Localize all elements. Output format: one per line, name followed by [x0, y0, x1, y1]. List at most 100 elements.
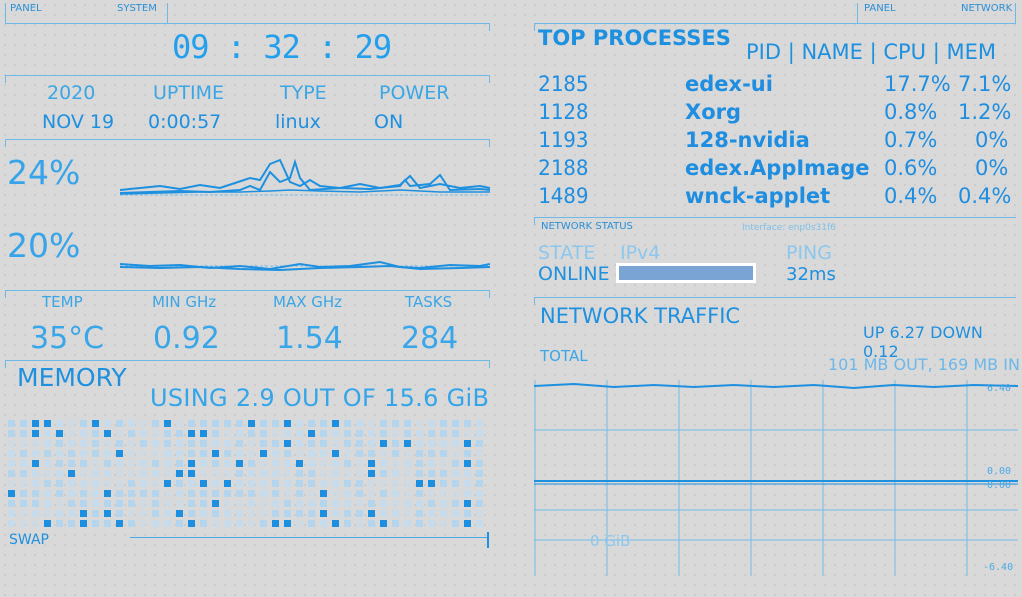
- memory-cell: [44, 480, 51, 487]
- info-divider: [5, 139, 490, 140]
- memory-cell: [296, 450, 303, 457]
- memory-cell: [452, 510, 459, 517]
- memory-cell: [428, 500, 435, 507]
- memory-cell: [380, 500, 387, 507]
- memory-cell: [416, 490, 423, 497]
- memory-cell: [68, 430, 75, 437]
- memory-cell: [248, 430, 255, 437]
- stat-tasks: 284: [401, 321, 458, 356]
- swap-bar: [130, 537, 488, 538]
- tab-network[interactable]: NETWORK: [961, 3, 1012, 14]
- memory-cell: [176, 500, 183, 507]
- memory-cell: [464, 460, 471, 467]
- memory-cell: [212, 490, 219, 497]
- memory-cell: [200, 480, 207, 487]
- memory-cell: [404, 490, 411, 497]
- memory-cell: [368, 510, 375, 517]
- memory-cell: [272, 470, 279, 477]
- interface-label: Interface: enp0s31f6: [742, 223, 836, 233]
- memory-cell: [224, 480, 231, 487]
- memory-cell: [344, 490, 351, 497]
- memory-cell: [92, 520, 99, 527]
- stats-divider-tick-l: [5, 360, 6, 368]
- memory-cell: [464, 470, 471, 477]
- memory-cell: [404, 460, 411, 467]
- memory-cell: [272, 500, 279, 507]
- memory-cell: [128, 520, 135, 527]
- memory-cell: [164, 510, 171, 517]
- memory-cell: [260, 440, 267, 447]
- right-tab-tick: [857, 3, 858, 23]
- memory-cell: [68, 520, 75, 527]
- memory-cell: [476, 500, 483, 507]
- memory-cell: [248, 460, 255, 467]
- tab-system[interactable]: SYSTEM: [117, 3, 157, 14]
- memory-cell: [116, 440, 123, 447]
- memory-cell: [68, 420, 75, 427]
- memory-cell: [8, 420, 15, 427]
- memory-cell: [248, 490, 255, 497]
- memory-cell: [464, 510, 471, 517]
- memory-cell: [320, 480, 327, 487]
- memory-cell: [308, 440, 315, 447]
- memory-cell: [260, 510, 267, 517]
- memory-cell: [368, 430, 375, 437]
- memory-cell: [248, 510, 255, 517]
- memory-cell: [152, 470, 159, 477]
- memory-cell: [380, 450, 387, 457]
- memory-cell: [152, 430, 159, 437]
- ping-label: PING: [786, 242, 832, 264]
- process-columns-header: PID | NAME | CPU | MEM: [746, 40, 996, 64]
- memory-cell: [56, 450, 63, 457]
- tab-panel-right[interactable]: PANEL: [864, 3, 896, 14]
- memory-cell: [476, 460, 483, 467]
- network-traffic-divider: [534, 297, 1016, 298]
- memory-cell: [320, 520, 327, 527]
- memory-cell: [476, 430, 483, 437]
- memory-cell: [404, 440, 411, 447]
- memory-cell: [368, 440, 375, 447]
- memory-cell: [164, 460, 171, 467]
- memory-cell: [152, 420, 159, 427]
- memory-cell: [404, 520, 411, 527]
- memory-cell: [416, 450, 423, 457]
- memory-cell: [320, 490, 327, 497]
- memory-cell: [332, 440, 339, 447]
- ipv4-label: IPv4: [620, 242, 660, 264]
- memory-cell: [404, 450, 411, 457]
- memory-cell: [476, 510, 483, 517]
- memory-cell: [272, 480, 279, 487]
- memory-cell: [212, 520, 219, 527]
- memory-cell: [296, 520, 303, 527]
- memory-cell: [320, 420, 327, 427]
- memory-cell: [188, 460, 195, 467]
- info-date: NOV 19: [42, 111, 114, 133]
- memory-cell: [260, 520, 267, 527]
- memory-cell: [116, 520, 123, 527]
- memory-cell: [68, 510, 75, 517]
- memory-cell: [392, 440, 399, 447]
- memory-cell: [404, 500, 411, 507]
- memory-cell: [56, 490, 63, 497]
- total-label: TOTAL: [540, 347, 588, 365]
- tab-panel-left[interactable]: PANEL: [10, 3, 42, 14]
- info-divider-tick-l: [5, 139, 6, 147]
- memory-cell: [140, 510, 147, 517]
- memory-cell: [224, 450, 231, 457]
- memory-cell: [164, 450, 171, 457]
- memory-cell: [296, 480, 303, 487]
- memory-cell: [188, 510, 195, 517]
- memory-cell: [128, 480, 135, 487]
- memory-cell: [308, 420, 315, 427]
- memory-cell: [176, 460, 183, 467]
- memory-cell: [8, 490, 15, 497]
- memory-cell: [392, 500, 399, 507]
- info-header-type: TYPE: [280, 82, 327, 104]
- memory-cell: [404, 430, 411, 437]
- memory-cell: [284, 460, 291, 467]
- memory-cell: [284, 510, 291, 517]
- memory-cell: [188, 430, 195, 437]
- memory-cell: [440, 500, 447, 507]
- memory-cell: [44, 430, 51, 437]
- memory-cell: [20, 480, 27, 487]
